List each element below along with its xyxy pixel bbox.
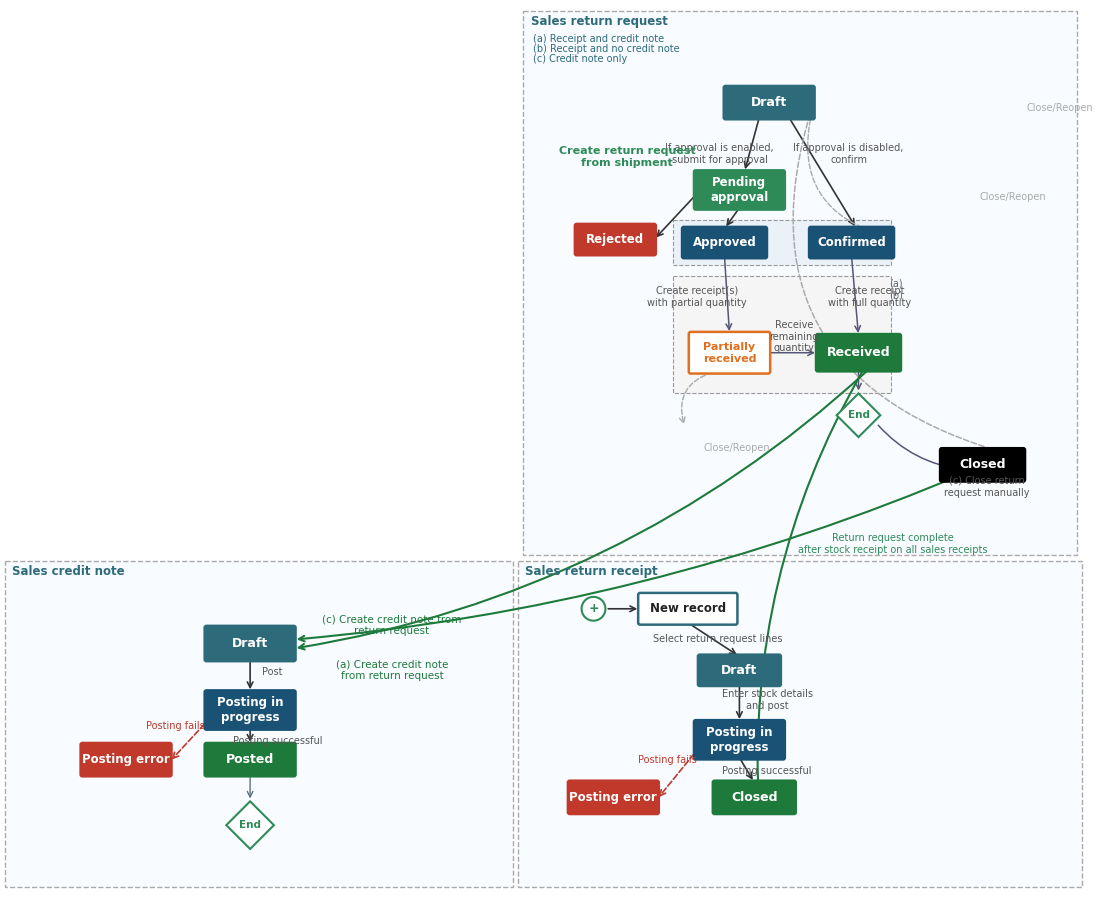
Text: Create return request
from shipment: Create return request from shipment: [558, 146, 695, 168]
Text: Approved: Approved: [692, 236, 757, 249]
FancyBboxPatch shape: [575, 223, 656, 256]
Text: Posting successful: Posting successful: [234, 736, 323, 745]
Text: Return request complete
after stock receipt on all sales receipts: Return request complete after stock rece…: [799, 534, 988, 555]
Text: Posting in
progress: Posting in progress: [217, 696, 283, 724]
FancyBboxPatch shape: [5, 562, 513, 886]
FancyBboxPatch shape: [940, 448, 1026, 482]
FancyBboxPatch shape: [80, 743, 172, 777]
FancyBboxPatch shape: [204, 690, 296, 730]
FancyBboxPatch shape: [816, 334, 901, 371]
Text: (a): (a): [890, 278, 903, 288]
Text: Posted: Posted: [226, 753, 274, 766]
Text: Close/Reopen: Close/Reopen: [979, 192, 1045, 202]
Text: (b): (b): [890, 290, 903, 300]
FancyBboxPatch shape: [724, 86, 815, 119]
FancyBboxPatch shape: [693, 720, 785, 760]
Text: Posting successful: Posting successful: [723, 765, 812, 776]
FancyBboxPatch shape: [204, 626, 296, 661]
Text: Rejected: Rejected: [586, 233, 644, 246]
Text: Posting in
progress: Posting in progress: [706, 726, 772, 753]
FancyBboxPatch shape: [808, 227, 894, 258]
Text: (c) Close return
request manually: (c) Close return request manually: [943, 476, 1029, 498]
FancyBboxPatch shape: [518, 562, 1082, 886]
Text: Draft: Draft: [751, 96, 788, 109]
Text: Posting error: Posting error: [569, 791, 657, 804]
Circle shape: [581, 597, 606, 621]
Text: Posting fails: Posting fails: [637, 754, 697, 764]
Text: Sales return receipt: Sales return receipt: [525, 564, 657, 578]
FancyBboxPatch shape: [682, 227, 767, 258]
FancyBboxPatch shape: [672, 220, 891, 266]
Text: Closed: Closed: [959, 458, 1006, 472]
Text: Close/Reopen: Close/Reopen: [1027, 102, 1094, 113]
Text: Sales return request: Sales return request: [531, 14, 668, 28]
FancyBboxPatch shape: [689, 332, 770, 373]
FancyBboxPatch shape: [693, 170, 785, 210]
Text: Create receipt(s)
with partial quantity: Create receipt(s) with partial quantity: [647, 286, 747, 308]
Text: Confirmed: Confirmed: [817, 236, 886, 249]
Text: (b) Receipt and no credit note: (b) Receipt and no credit note: [533, 44, 679, 54]
Text: Create receipt
with full quantity: Create receipt with full quantity: [828, 286, 911, 308]
Text: If approval is disabled,
confirm: If approval is disabled, confirm: [793, 144, 904, 165]
Text: Sales credit note: Sales credit note: [12, 564, 125, 578]
Text: Pending
approval: Pending approval: [710, 176, 769, 204]
Text: Posting fails: Posting fails: [146, 721, 205, 731]
Text: +: +: [588, 602, 599, 615]
FancyBboxPatch shape: [672, 276, 891, 394]
Text: (c) Create credit note from
return request: (c) Create credit note from return reque…: [323, 614, 462, 637]
Text: Closed: Closed: [731, 791, 778, 804]
FancyBboxPatch shape: [204, 743, 296, 777]
FancyBboxPatch shape: [713, 780, 796, 814]
FancyBboxPatch shape: [638, 593, 737, 624]
Text: Received: Received: [827, 346, 891, 359]
FancyBboxPatch shape: [568, 780, 659, 814]
Text: If approval is enabled,
submit for approval: If approval is enabled, submit for appro…: [665, 144, 773, 165]
Text: Draft: Draft: [722, 664, 758, 677]
Text: Close/Reopen: Close/Reopen: [703, 443, 770, 453]
Text: Receive
remaining
quantity: Receive remaining quantity: [769, 320, 818, 353]
Text: (c) Credit note only: (c) Credit note only: [533, 54, 627, 64]
Polygon shape: [226, 801, 274, 849]
Text: (a) Receipt and credit note: (a) Receipt and credit note: [533, 34, 664, 44]
FancyBboxPatch shape: [523, 12, 1077, 555]
Text: Partially
received: Partially received: [703, 342, 756, 363]
Text: Select return request lines: Select return request lines: [653, 633, 782, 643]
Polygon shape: [837, 394, 880, 437]
Text: Enter stock details
and post: Enter stock details and post: [722, 689, 813, 711]
Text: New record: New record: [649, 602, 726, 615]
Text: Posting error: Posting error: [82, 753, 170, 766]
Text: End: End: [848, 410, 870, 421]
Text: (a) Create credit note
from return request: (a) Create credit note from return reque…: [336, 659, 449, 681]
Text: Draft: Draft: [231, 637, 269, 650]
Text: Post: Post: [262, 667, 282, 677]
Text: End: End: [239, 820, 261, 830]
FancyBboxPatch shape: [698, 655, 781, 686]
